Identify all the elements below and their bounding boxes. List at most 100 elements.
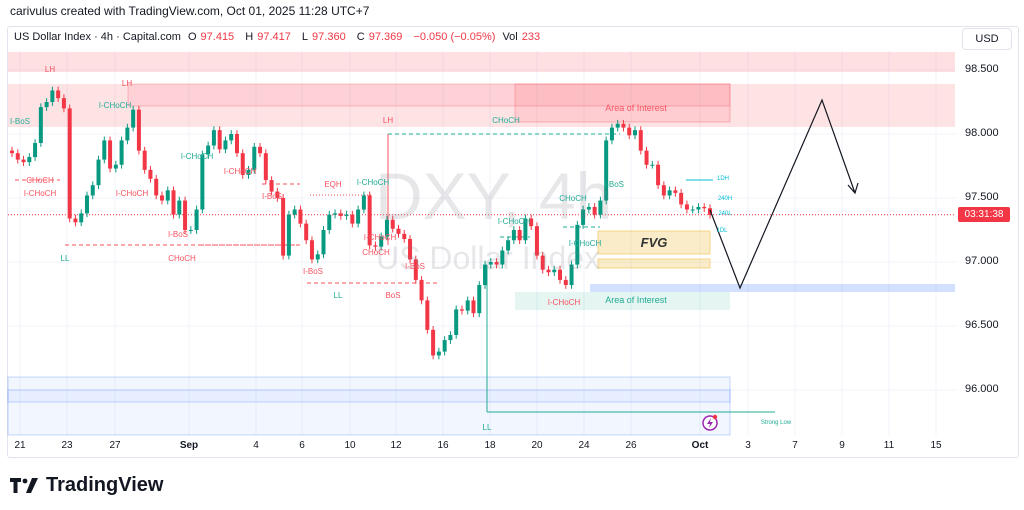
low-label: L xyxy=(301,31,309,43)
structure-label: I-CHoCH xyxy=(23,189,57,198)
candle-body xyxy=(79,213,84,223)
price-tick-label: 97.500 xyxy=(965,191,999,203)
structure-label: I-CHoCH xyxy=(363,233,397,242)
logo-text: TradingView xyxy=(46,474,164,496)
countdown-badge: 03:31:38 xyxy=(958,207,1010,222)
candle-body xyxy=(56,90,61,99)
candle-body xyxy=(413,259,418,280)
structure-label: LH xyxy=(44,65,56,74)
time-tick-label: 24 xyxy=(578,440,590,451)
tradingview-logo[interactable]: TradingView xyxy=(10,474,163,497)
symbol-name[interactable]: US Dollar Index · 4h · Capital.com xyxy=(14,31,181,43)
candle-body xyxy=(252,146,257,170)
candle-body xyxy=(188,230,193,231)
supply-zone-top xyxy=(8,52,955,72)
candle-body xyxy=(621,123,626,128)
candle-body xyxy=(292,209,297,215)
structure-label: I-CHoCH xyxy=(223,167,257,176)
chart-panel[interactable] xyxy=(7,26,1019,458)
candle-body xyxy=(315,254,320,260)
watermark-name: US Dollar Index xyxy=(376,240,601,276)
candle-body xyxy=(15,153,20,160)
candle-body xyxy=(696,206,701,210)
candle-body xyxy=(534,226,539,256)
candle-body xyxy=(661,185,666,196)
candle-body xyxy=(633,130,638,136)
structure-label: LL xyxy=(60,254,70,263)
time-tick-label: 23 xyxy=(61,440,73,451)
candle-body xyxy=(650,164,655,166)
structure-label: I-BoS xyxy=(404,262,426,271)
candle-body xyxy=(73,218,78,223)
structure-label: I-CHoCH xyxy=(115,189,149,198)
candle-body xyxy=(309,240,314,260)
structure-label: CHoCH xyxy=(26,176,54,185)
candle-body xyxy=(327,214,332,230)
time-tick-label: 16 xyxy=(437,440,449,451)
structure-label: LL xyxy=(333,291,343,300)
candle-body xyxy=(154,178,159,196)
symbol-legend: US Dollar Index · 4h · Capital.com O 97.4… xyxy=(14,31,548,43)
time-tick-label: 12 xyxy=(390,440,402,451)
candle-body xyxy=(702,206,707,209)
candle-body xyxy=(240,153,245,175)
lh-zone xyxy=(127,83,731,107)
structure-label: I-CHoCH xyxy=(497,217,531,226)
candle-body xyxy=(234,134,239,154)
candle-body xyxy=(344,214,349,216)
candle-body xyxy=(148,169,153,179)
volume-label: Vol xyxy=(502,31,518,43)
candle-body xyxy=(171,190,176,215)
time-tick-label: 15 xyxy=(930,440,942,451)
structure-label: I-CHoCH xyxy=(98,101,132,110)
currency-button[interactable]: USD xyxy=(962,28,1012,50)
candle-body xyxy=(684,204,689,210)
candle-body xyxy=(298,209,303,224)
candle-body xyxy=(379,236,384,247)
candle-body xyxy=(563,279,568,286)
structure-label: CHoCH xyxy=(362,248,390,257)
candle-body xyxy=(459,309,464,311)
structure-label: I-BoS xyxy=(603,180,625,189)
price-tick-label: 96.500 xyxy=(965,319,999,331)
structure-label: Area of Interest xyxy=(605,295,667,305)
chart-credit: carivulus created with TradingView.com, … xyxy=(10,4,370,18)
change-value: −0.050 (−0.05%) xyxy=(413,31,496,43)
candle-body xyxy=(402,233,407,239)
candle-body xyxy=(281,198,286,256)
structure-label: I-BoS xyxy=(167,230,189,239)
structure-label: EQH xyxy=(324,180,342,189)
candle-body xyxy=(367,195,372,246)
time-tick-label: 4 xyxy=(253,440,259,451)
candle-body xyxy=(627,127,632,136)
candle-body xyxy=(44,102,49,108)
candle-body xyxy=(529,218,534,227)
candle-body xyxy=(125,127,130,141)
candle-body xyxy=(142,150,147,170)
candle-body xyxy=(113,164,118,169)
candle-body xyxy=(217,130,222,150)
candle-body xyxy=(575,224,580,265)
candle-body xyxy=(425,300,430,330)
candle-body xyxy=(523,218,528,241)
time-tick-label: 26 xyxy=(625,440,637,451)
low-value: 97.360 xyxy=(312,31,346,43)
candle-body xyxy=(431,329,436,356)
close-value: 97.369 xyxy=(368,31,403,43)
candle-body xyxy=(673,190,678,193)
candle-body xyxy=(546,269,551,273)
candle-body xyxy=(258,146,263,154)
candle-body xyxy=(638,130,643,151)
candle-body xyxy=(494,262,499,265)
high-label: H xyxy=(245,31,254,43)
candle-body xyxy=(33,142,38,158)
area-of-interest-supply xyxy=(514,83,731,123)
candle-body xyxy=(206,145,211,155)
high-value: 97.417 xyxy=(257,31,291,43)
candle-body xyxy=(483,264,488,286)
structure-label: CHoCH xyxy=(492,116,520,125)
candle-body xyxy=(356,209,361,224)
candle-body xyxy=(361,195,366,210)
candle-body xyxy=(552,269,557,273)
